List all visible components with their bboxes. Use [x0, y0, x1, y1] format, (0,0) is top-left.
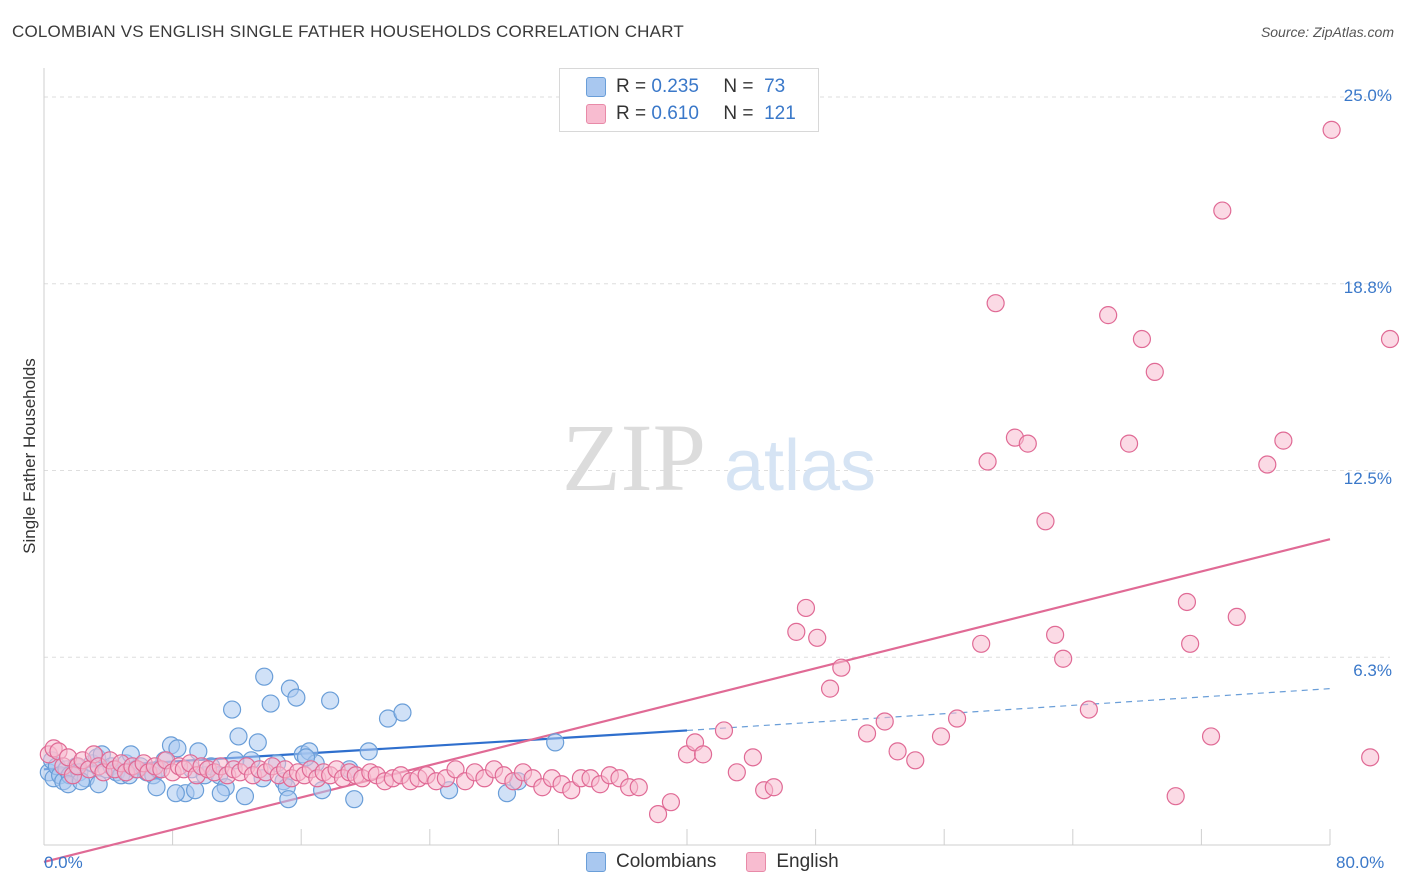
data-point: [235, 787, 255, 806]
data-point: [796, 598, 816, 618]
data-point: [714, 721, 734, 740]
data-point: [1018, 434, 1037, 453]
series-english: [39, 120, 1400, 824]
data-point: [1054, 649, 1073, 668]
data-point: [906, 751, 925, 770]
trend-line-extension: [686, 688, 1331, 732]
data-point: [279, 790, 298, 809]
english-swatch: [586, 104, 606, 124]
n-label: N =: [723, 103, 754, 124]
data-point: [972, 634, 991, 653]
data-point: [1036, 512, 1055, 531]
data-point: [255, 667, 274, 686]
colombians-swatch: [586, 852, 606, 872]
data-point: [186, 781, 205, 800]
chart-title: COLOMBIAN VS ENGLISH SINGLE FATHER HOUSE…: [12, 22, 684, 41]
data-point: [978, 452, 997, 471]
x-tick-label: 0.0%: [44, 853, 83, 872]
data-point: [808, 628, 827, 647]
trend-line: [43, 538, 1331, 863]
data-point: [1166, 787, 1185, 806]
data-point: [345, 790, 364, 809]
legend-item-english: English: [746, 851, 839, 873]
data-point: [248, 733, 267, 752]
y-tick-label: 6.3%: [1353, 661, 1392, 680]
data-point: [875, 712, 894, 731]
english-swatch: [746, 852, 767, 872]
data-point: [321, 691, 340, 710]
data-point: [832, 658, 851, 677]
data-point: [661, 793, 681, 812]
data-point: [931, 727, 951, 746]
r-value: 0.235: [651, 76, 699, 97]
data-point: [1145, 362, 1164, 381]
watermark-zip: ZIP: [562, 404, 706, 511]
r-label: R =: [616, 103, 647, 124]
data-point: [166, 784, 185, 803]
r-label: R =: [616, 76, 647, 97]
data-point: [629, 778, 648, 797]
colombians-swatch: [586, 77, 606, 97]
n-label: N =: [723, 76, 754, 97]
data-point: [168, 739, 187, 758]
data-point: [1258, 455, 1277, 474]
data-point: [1181, 634, 1200, 653]
data-point: [1177, 592, 1197, 612]
n-value: 121: [764, 103, 796, 124]
data-point: [1046, 625, 1065, 644]
legend-label: Colombians: [616, 851, 717, 872]
legend-row-english: R = 0.610 N = 121: [586, 101, 796, 127]
data-point: [1201, 727, 1221, 746]
data-point: [1119, 434, 1139, 453]
data-point: [1380, 329, 1400, 349]
data-point: [764, 778, 783, 797]
y-tick-label: 18.8%: [1343, 278, 1392, 297]
data-point: [1274, 431, 1293, 450]
data-point: [546, 733, 565, 752]
chart-source: Source: ZipAtlas.com: [1260, 24, 1394, 40]
series-legend: Colombians English: [586, 851, 869, 873]
data-point: [1099, 306, 1118, 325]
data-point: [888, 742, 907, 761]
data-point: [147, 778, 166, 797]
data-point: [229, 727, 248, 746]
data-point: [1213, 201, 1232, 220]
data-point: [562, 781, 581, 800]
data-point: [393, 703, 412, 722]
data-point: [287, 688, 306, 707]
data-point: [820, 679, 840, 698]
y-axis-label: Single Father Households: [20, 358, 39, 554]
data-point: [261, 694, 280, 713]
y-tick-label: 25.0%: [1343, 86, 1392, 105]
watermark-atlas: atlas: [724, 426, 876, 506]
data-point: [986, 294, 1005, 313]
data-point: [1132, 329, 1152, 349]
legend-row-colombians: R = 0.235 N = 73: [586, 74, 785, 100]
n-value: 73: [764, 76, 786, 97]
data-point: [1322, 120, 1341, 139]
data-point: [727, 763, 746, 782]
data-point: [1079, 700, 1098, 719]
x-tick-label: 80.0%: [1336, 853, 1385, 872]
data-point: [211, 784, 230, 803]
correlation-legend: R = 0.235 N = 73 R = 0.610 N = 121: [559, 68, 819, 132]
data-point: [446, 760, 465, 779]
data-point: [857, 724, 877, 743]
legend-label: English: [776, 851, 839, 872]
data-point: [648, 805, 668, 824]
data-point: [222, 700, 242, 719]
data-point: [1227, 607, 1246, 627]
data-point: [787, 622, 806, 641]
data-point: [743, 748, 763, 767]
data-point: [359, 742, 378, 761]
r-value: 0.610: [651, 103, 699, 124]
data-point: [693, 745, 713, 764]
data-point: [947, 709, 967, 728]
legend-item-colombians: Colombians: [586, 851, 716, 873]
y-tick-label: 12.5%: [1343, 469, 1392, 488]
data-point: [1361, 748, 1380, 767]
